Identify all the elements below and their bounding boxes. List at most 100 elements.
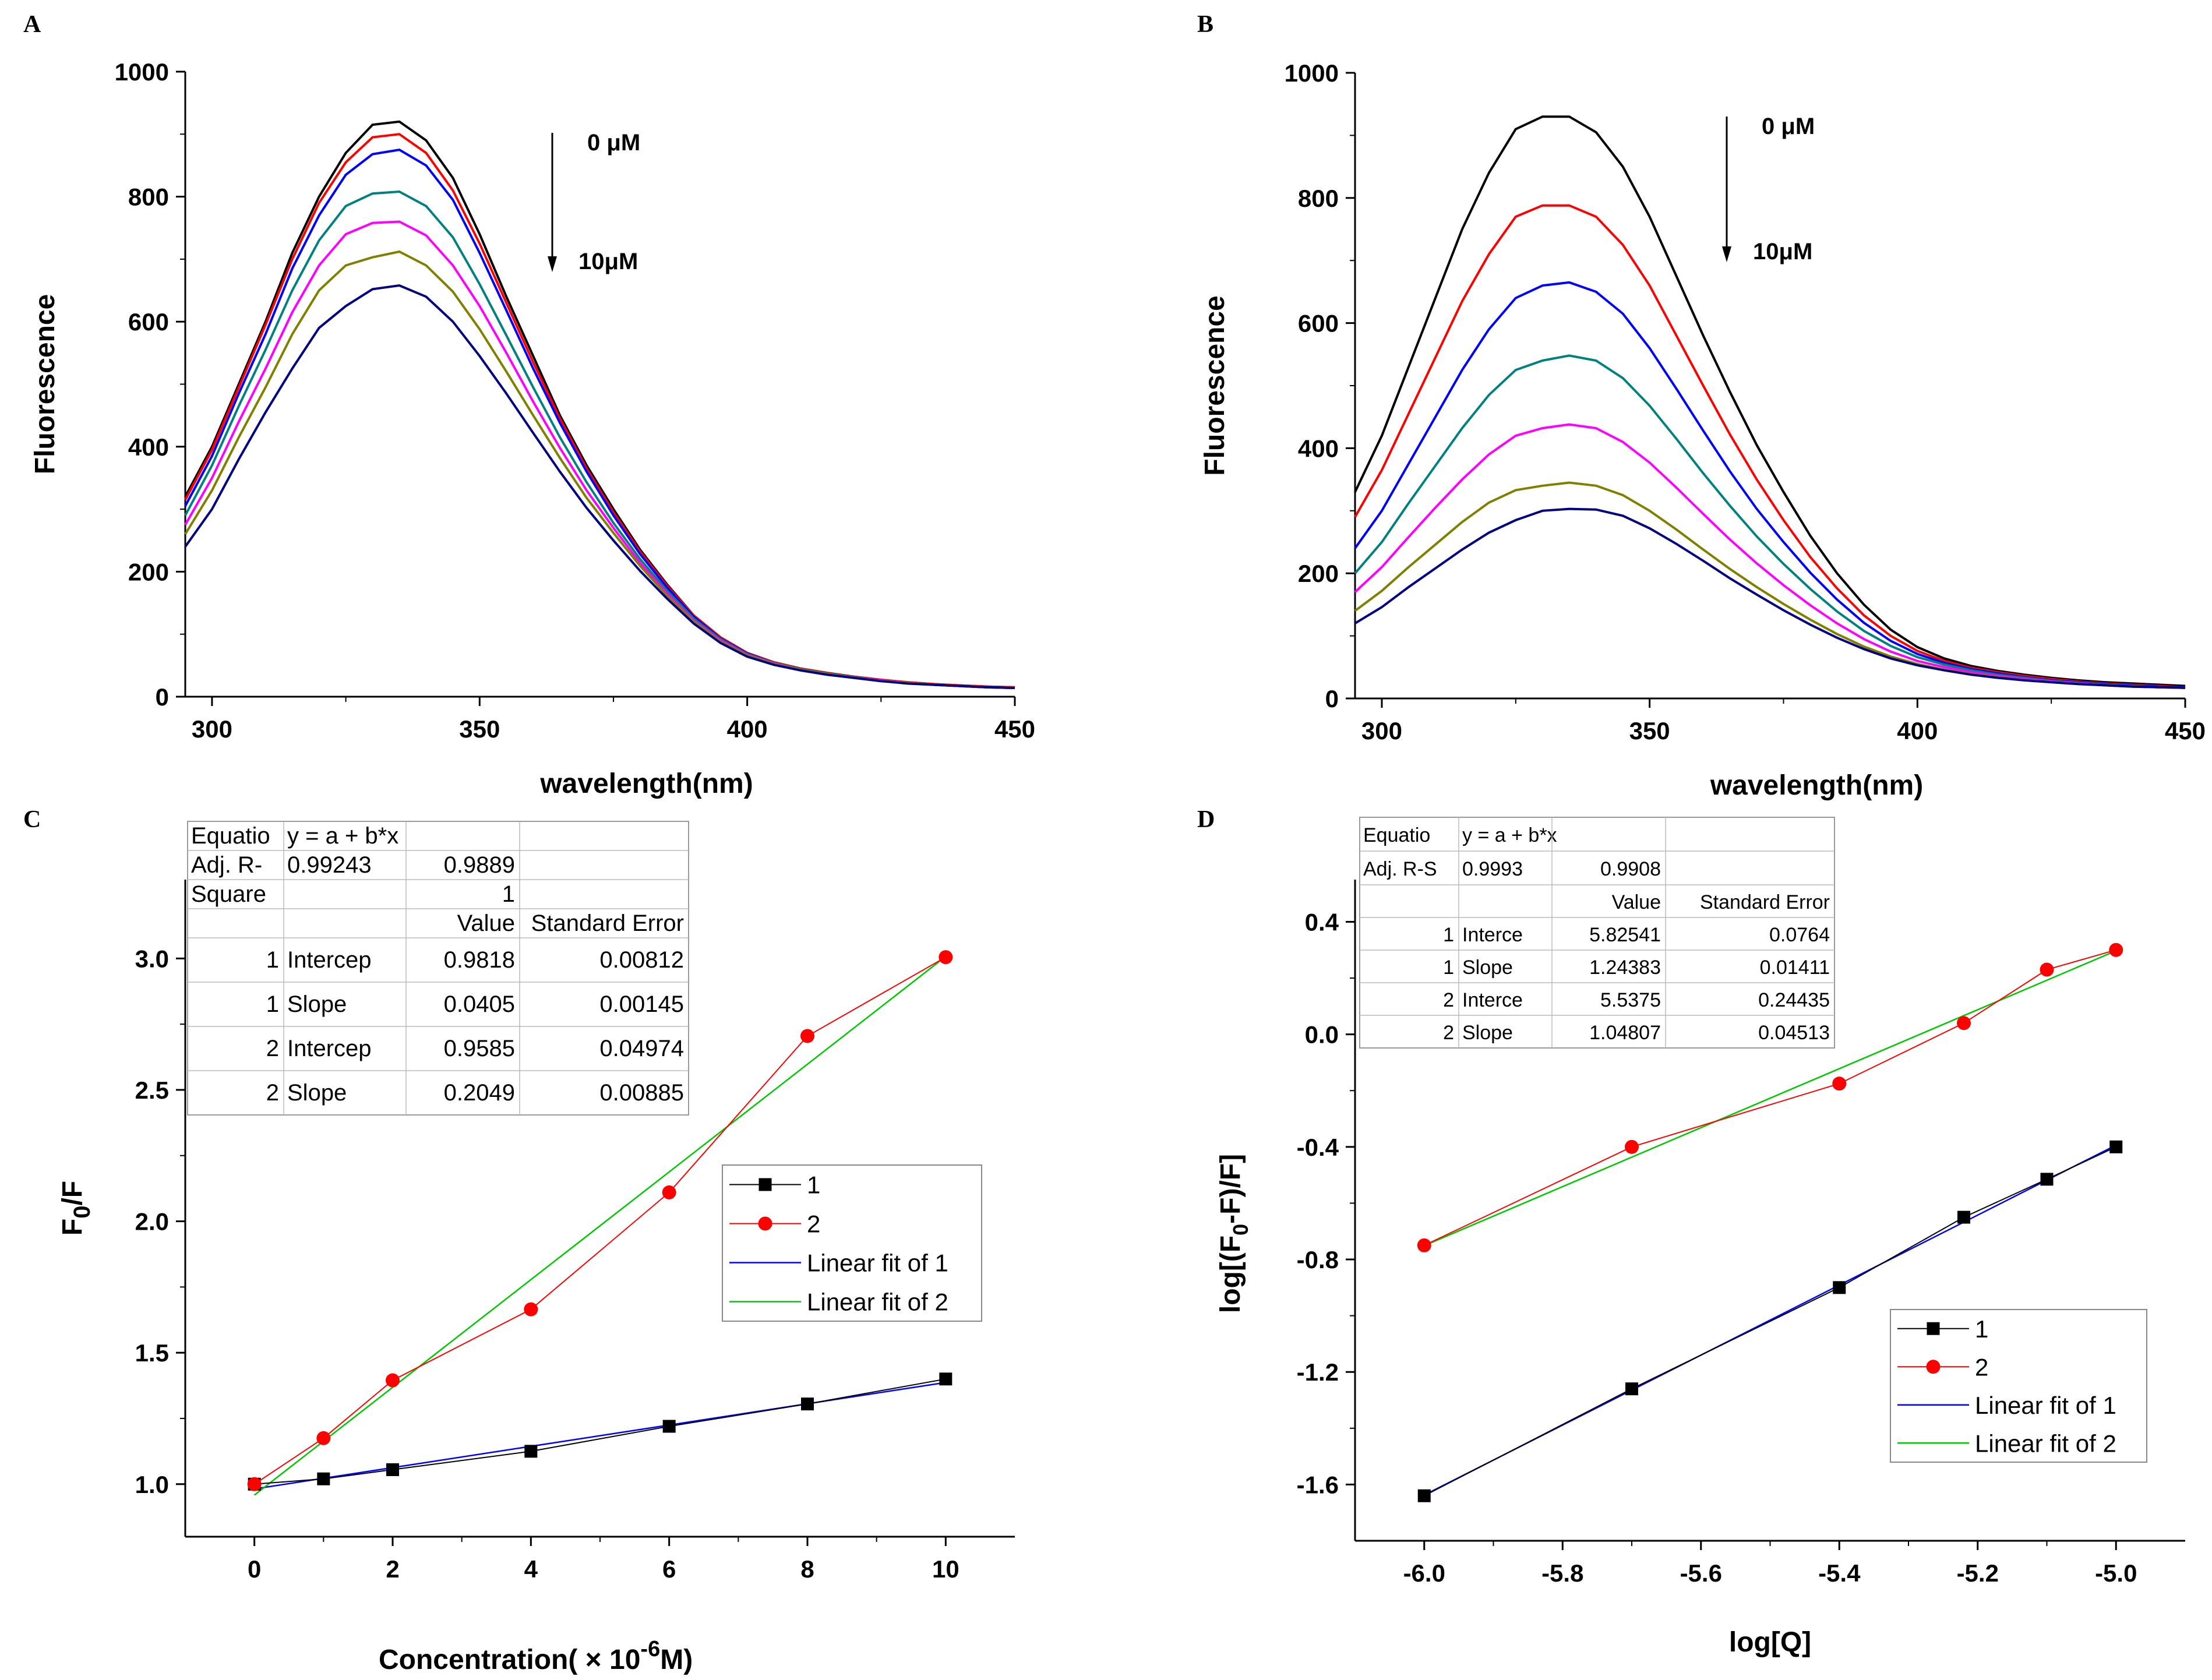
table-cell: 0.04974 [599,1036,684,1061]
y-tick-label: 0 [156,683,169,711]
x-tick-label: -6.0 [1403,1559,1445,1587]
data-point-series-1 [801,1397,814,1411]
y-tick-label: 200 [1298,560,1339,587]
table-cell: 0.24435 [1758,989,1830,1011]
fit-line-2 [253,955,947,1496]
x-tick-label: 2 [386,1555,399,1583]
spectrum-line-7 [1354,507,2186,689]
legend-label: Linear fit of 2 [1975,1430,2116,1457]
legend: 1 2 Linear fit of 1 Linear fit of 2 [1890,1309,2147,1463]
y-tick-label: -0.8 [1297,1246,1339,1273]
table-frame [187,821,689,1116]
data-point-series-2 [524,1302,538,1317]
x-tick-label: 10 [932,1555,959,1583]
y-tick-label: 0 [1325,685,1339,712]
table-cell: Slope [1462,957,1513,979]
legend: 1 2 Linear fit of 1 Linear fit of 2 [722,1164,982,1322]
fit-stats-table: Equatio y = a + b*x Adj. R- 0.99243 0.9889 Sq… [187,821,689,1116]
data-point-series-2 [2040,962,2054,977]
y-tick-label: 200 [128,558,169,585]
y-tick-label: 800 [128,183,169,211]
table-cell: 0.01411 [1760,957,1830,979]
data-point-series-2 [247,1477,262,1491]
table-cell: 0.99243 [287,852,372,878]
annotation-start: 0 μM [587,130,640,156]
x-tick-label: 350 [1629,717,1670,744]
y-axis-title: Fluorescence [1200,295,1230,475]
table-cell: Slope [287,991,347,1017]
data-point-series-1 [939,1372,952,1386]
table-cell: 0.00145 [599,991,684,1017]
table-cell: Value [457,910,515,936]
annotation-end: 10μM [578,249,638,274]
table-cell: 0.04513 [1758,1022,1830,1044]
table-cell: 5.5375 [1600,989,1661,1011]
y-tick-label: 600 [1298,310,1339,337]
y-tick-label: 2.0 [135,1208,169,1236]
table-cell: 2 [1443,989,1454,1011]
x-tick-label: -5.6 [1680,1559,1722,1587]
legend-marker [758,1178,772,1191]
y-tick-label: 0.4 [1305,908,1339,936]
table-cell: Equatio [191,823,270,849]
y-tick-label: 400 [1298,435,1339,462]
y-tick-label: 400 [128,433,169,461]
data-point-series-2 [939,950,953,965]
panel-label-d: D [1197,806,1215,833]
spectrum-line-1 [1354,115,2186,687]
x-tick-label: -5.8 [1541,1559,1583,1587]
panel-label-b: B [1197,11,1213,38]
table-cell: Adj. R-S [1363,858,1437,880]
table-cell: 0.2049 [444,1080,515,1106]
table-cell: 5.82541 [1589,924,1661,946]
data-point-series-1 [317,1472,330,1485]
annotation-start: 0 μM [1762,114,1815,139]
y-axis-title: Fluorescence [30,294,61,474]
table-cell: 1 [266,991,279,1017]
table-cell: Square [191,881,266,907]
legend-box [722,1164,982,1322]
x-tick-label: -5.4 [1818,1559,1861,1587]
x-axis-title: log[Q] [1729,1627,1811,1658]
data-point-series-2 [386,1373,400,1388]
table-cell: 1 [502,881,515,907]
x-tick-label: 450 [994,715,1035,743]
spectrum-line-5 [184,220,1015,689]
panel-b-spectra: 300 350 400 450 0 200 400 600 800 1000 0 μM 10μM wav… [1200,59,2206,801]
panel-a-spectra: 300 350 400 450 0 200 400 600 800 1000 0 μM 10μM wav… [30,58,1035,799]
legend-label: 1 [1975,1315,1988,1343]
spectrum-line-6 [184,250,1015,689]
data-point-series-2 [1625,1139,1639,1154]
x-tick-label: 300 [1361,717,1402,744]
series-line-2 [1424,949,2116,1246]
legend-label: 1 [807,1171,820,1199]
panel-label-c: C [23,806,41,833]
y-tick-label: 0.0 [1305,1021,1339,1049]
y-tick-label: 1000 [1285,59,1339,87]
data-point-series-1 [1625,1382,1638,1396]
spectrum-line-4 [1354,354,2186,689]
y-tick-label: -1.6 [1297,1471,1339,1498]
legend-label: 2 [807,1210,820,1238]
table-cell: y = a + b*x [1462,824,1557,846]
x-tick-label: 6 [662,1555,676,1583]
table-cell: 1.04807 [1589,1022,1661,1044]
table-frame [1359,817,1835,1049]
fit-line-1 [254,1382,946,1490]
data-point-series-2 [1957,1016,1971,1030]
spectrum-line-1 [184,120,1015,689]
data-point-series-1 [386,1463,399,1476]
table-cell: 0.9585 [444,1036,515,1061]
spectrum-line-2 [1354,204,2186,689]
data-point-series-2 [1832,1077,1847,1091]
y-tick-label: 3.0 [135,945,169,972]
x-axis-title: wavelength(nm) [539,768,753,799]
data-point-series-1 [1417,1489,1431,1502]
table-cell: Slope [287,1080,347,1106]
y-tick-label: 800 [1298,185,1339,212]
x-tick-label: 300 [192,715,232,743]
x-tick-label: -5.0 [2095,1559,2137,1587]
x-tick-label: 4 [524,1555,538,1583]
table-cell: Intercep [287,947,372,973]
table-cell: Adj. R- [191,852,262,878]
